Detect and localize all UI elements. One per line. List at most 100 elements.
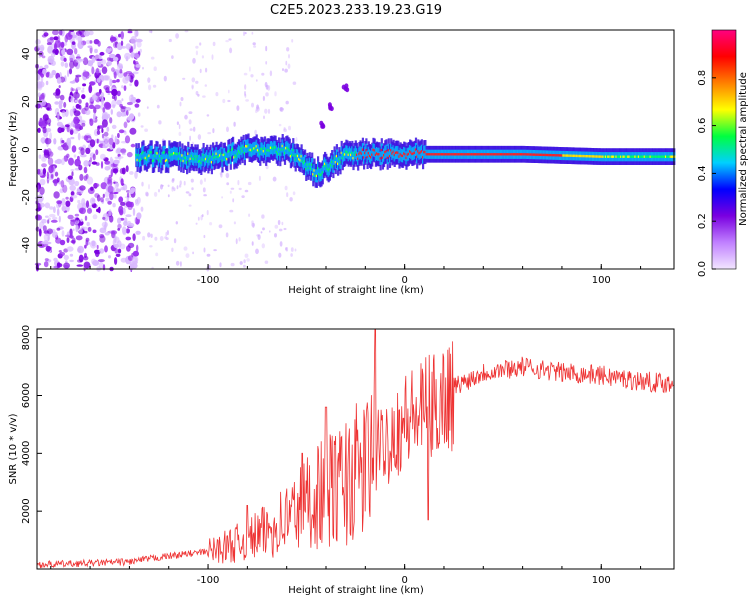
- ridge-core: [168, 151, 171, 154]
- ridge-core: [656, 155, 659, 158]
- noise-speck: [69, 253, 74, 257]
- noise-speck: [70, 194, 78, 199]
- noise-speck: [107, 200, 112, 205]
- ridge-core: [283, 151, 287, 155]
- noise-speck: [74, 123, 82, 129]
- faint-speck: [147, 232, 151, 238]
- ridge-core: [419, 151, 422, 154]
- noise-speck: [120, 257, 128, 263]
- noise-speck: [55, 158, 62, 165]
- ridge-core: [273, 146, 276, 149]
- ridge-core: [338, 157, 341, 161]
- noise-speck: [47, 58, 54, 63]
- ridge-core: [557, 154, 560, 157]
- ridge-core: [610, 155, 613, 158]
- noise-speck: [83, 166, 88, 174]
- noise-speck: [45, 215, 49, 218]
- faint-speck: [244, 189, 249, 193]
- noise-speck: [115, 148, 122, 154]
- ridge-core: [453, 153, 456, 156]
- faint-speck: [252, 223, 255, 228]
- faint-speck: [201, 214, 204, 218]
- noise-speck: [108, 209, 112, 217]
- faint-speck: [274, 91, 277, 97]
- noise-speck: [87, 45, 93, 49]
- ridge-core: [325, 164, 328, 167]
- ridge-core: [633, 155, 636, 158]
- noise-speck: [117, 223, 122, 229]
- ridge-core: [437, 153, 440, 156]
- ridge-core: [339, 161, 342, 164]
- ridge-core: [379, 157, 382, 160]
- noise-speck: [76, 264, 84, 267]
- faint-speck: [244, 91, 246, 96]
- noise-speck: [85, 239, 89, 247]
- noise-speck: [35, 39, 41, 45]
- faint-speck: [237, 180, 240, 186]
- noise-speck: [125, 56, 129, 62]
- ridge-core: [642, 155, 645, 158]
- ridge-core: [164, 159, 167, 163]
- ridge-core: [229, 156, 232, 159]
- noise-speck: [125, 71, 133, 74]
- noise-speck: [73, 116, 80, 125]
- ridge-core: [378, 153, 381, 156]
- faint-speck: [278, 123, 282, 127]
- noise-speck: [49, 206, 54, 210]
- noise-speck: [104, 232, 110, 236]
- ridge-core: [582, 154, 585, 158]
- faint-speck: [147, 77, 151, 83]
- faint-speck: [175, 33, 180, 39]
- noise-speck: [106, 88, 110, 92]
- ridge-core: [472, 153, 475, 156]
- noise-speck: [113, 56, 119, 62]
- ridge-core: [367, 152, 370, 155]
- faint-speck: [251, 102, 254, 108]
- noise-speck: [69, 185, 76, 191]
- ridge-core: [554, 154, 557, 157]
- ridge-core: [535, 153, 538, 156]
- noise-speck: [121, 226, 127, 235]
- ridge-core: [233, 156, 236, 159]
- noise-speck: [113, 94, 117, 102]
- ridge-core: [562, 154, 565, 157]
- ridge-core: [255, 145, 258, 148]
- ridge-core: [359, 151, 362, 154]
- ridge-core: [561, 154, 564, 157]
- noise-speck: [113, 194, 117, 199]
- ridge-core: [140, 158, 143, 161]
- faint-speck: [188, 111, 193, 114]
- faint-speck: [171, 187, 174, 192]
- faint-speck: [227, 99, 231, 103]
- noise-speck: [114, 156, 120, 159]
- faint-speck: [176, 121, 179, 125]
- noise-speck: [95, 92, 101, 97]
- ridge-core: [261, 148, 264, 151]
- ridge-core: [243, 152, 246, 155]
- noise-speck: [91, 66, 95, 75]
- ridge-core: [176, 152, 179, 156]
- noise-speck: [102, 111, 108, 119]
- ridge-core: [365, 149, 368, 152]
- noise-speck: [44, 202, 51, 209]
- faint-speck: [220, 172, 223, 178]
- spec-ytick-label: 0: [21, 146, 32, 152]
- faint-speck: [233, 121, 236, 127]
- noise-speck: [56, 77, 62, 84]
- snr-ylabel: SNR (10 * v/v): [8, 413, 19, 484]
- noise-speck: [39, 99, 47, 107]
- ridge-core: [279, 153, 282, 156]
- noise-speck: [104, 245, 108, 253]
- noise-speck: [81, 122, 86, 127]
- ridge-core: [655, 155, 658, 158]
- noise-speck: [117, 71, 125, 78]
- ridge-core: [361, 148, 364, 151]
- ridge-core: [188, 159, 191, 163]
- noise-speck: [50, 52, 56, 58]
- faint-speck: [254, 129, 257, 135]
- ridge-core: [175, 152, 178, 156]
- ridge-core: [569, 154, 572, 157]
- faint-speck: [286, 47, 290, 52]
- faint-speck: [261, 214, 265, 219]
- noise-speck: [106, 144, 111, 147]
